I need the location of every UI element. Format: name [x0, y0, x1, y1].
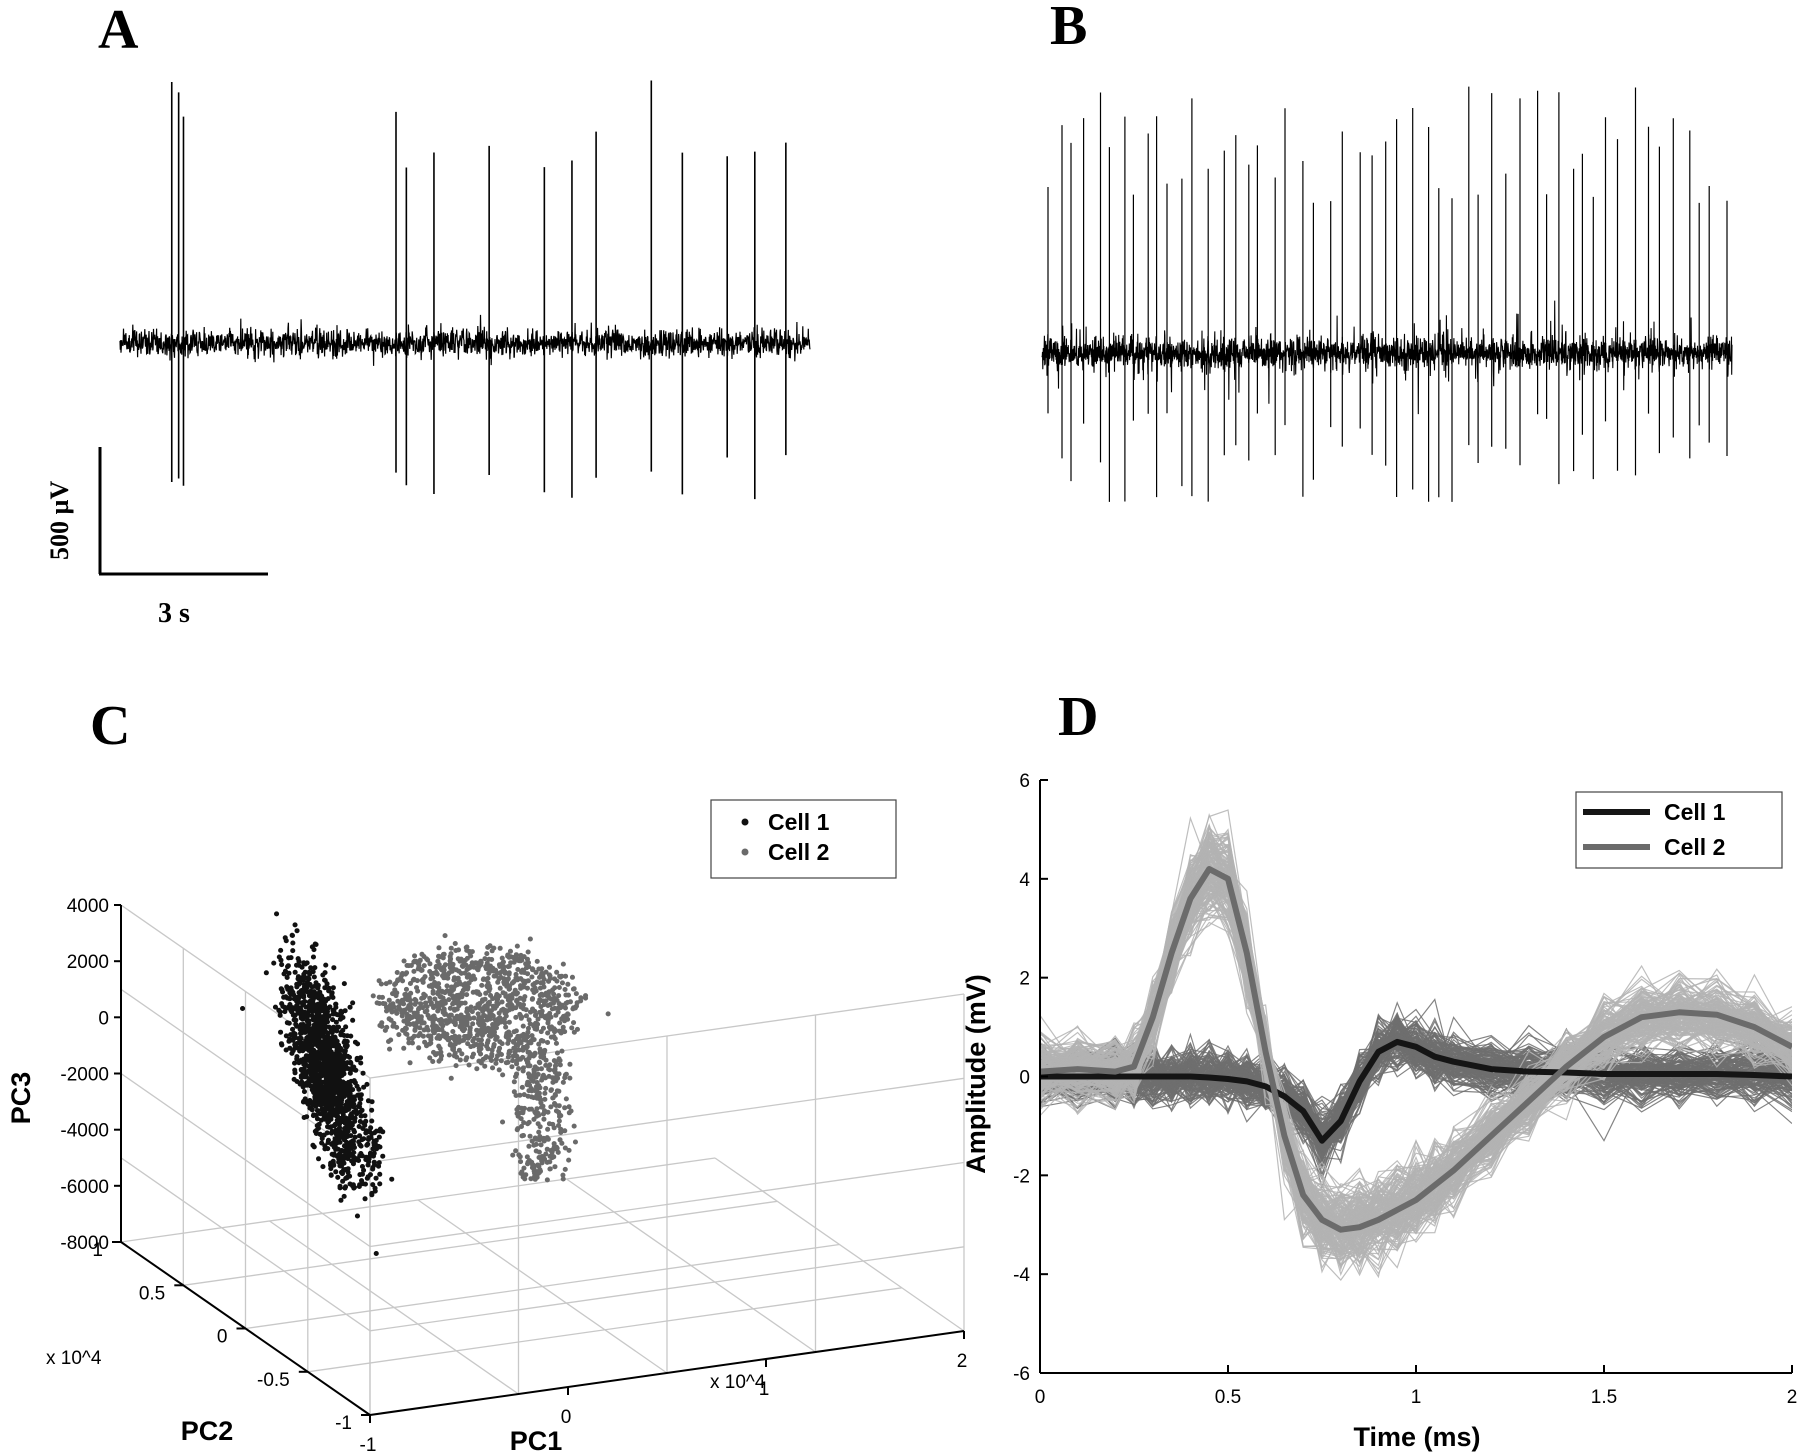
cell-2-points — [370, 933, 611, 1183]
pc2-tick-label: 1 — [92, 1240, 103, 1261]
cell-2-trace — [1040, 899, 1792, 1221]
pc2-tick-label: -1 — [335, 1413, 352, 1434]
panel-b-trace — [1041, 86, 1733, 502]
pc1-axis — [369, 1330, 965, 1416]
pc1-tick-label: 1 — [759, 1379, 770, 1400]
grid-line — [369, 1161, 965, 1248]
cell-2-mean — [1040, 866, 1792, 1233]
legend-marker — [741, 848, 749, 856]
y-tick-label: 2 — [1019, 969, 1030, 990]
cell-1-trace — [1040, 1042, 1792, 1135]
panel-label-b: B — [1050, 0, 1087, 57]
pc2-tick-label: 0.5 — [139, 1283, 165, 1304]
pc2-axis-label: PC2 — [181, 1416, 234, 1446]
legend-d: Cell 1 Cell 2 — [1575, 791, 1783, 869]
y-tick-label: -4 — [1013, 1265, 1030, 1286]
pc3-tick-label: -6000 — [60, 1177, 109, 1198]
grid-line — [245, 1243, 840, 1330]
legend-c: Cell 1 Cell 2 — [710, 799, 897, 879]
pc3-tick-label: 4000 — [67, 896, 109, 917]
cell-1-trace — [1040, 1028, 1792, 1143]
panel-label-a: A — [98, 0, 139, 61]
pc3-axis-label: PC3 — [6, 1072, 36, 1125]
cell-2-trace — [1040, 855, 1792, 1229]
x-tick-label: 0 — [1035, 1387, 1046, 1408]
y-tick-label: 0 — [1019, 1068, 1030, 1089]
cell-1-points — [240, 911, 395, 1256]
panel-label-d: D — [1058, 686, 1098, 748]
pc2-multiplier: x 10^4 — [46, 1348, 102, 1369]
pc2-tick-label: -0.5 — [257, 1370, 290, 1391]
legend-entry: Cell 1 — [768, 809, 830, 835]
pc3-tick-label: -4000 — [60, 1121, 109, 1142]
legend-entry: Cell 2 — [768, 839, 829, 865]
x-tick-label: 0.5 — [1215, 1387, 1241, 1408]
grid-line — [566, 1178, 816, 1353]
grid-line — [714, 1157, 965, 1332]
y-tick-label: 6 — [1019, 771, 1030, 792]
pc1-multiplier: x 10^4 — [710, 1372, 766, 1393]
cell-1-mean — [1040, 1038, 1792, 1144]
x-tick-label: 1.5 — [1591, 1387, 1617, 1408]
trace-noise-b — [1041, 300, 1733, 415]
x-tick-label: 1 — [1411, 1387, 1422, 1408]
y-tick-label: -2 — [1013, 1166, 1030, 1187]
pc3-tick-label: 0 — [98, 1008, 109, 1029]
cell-2-trace — [1040, 853, 1792, 1241]
waveform-plot-area — [1040, 809, 1792, 1281]
pc3-tick-label: -2000 — [60, 1065, 109, 1086]
pc1-tick-label: 2 — [957, 1351, 968, 1372]
x-axis-label: Time (ms) — [1353, 1422, 1480, 1452]
grid-line — [307, 1287, 902, 1373]
x-tick-label: 2 — [1787, 1387, 1798, 1408]
panel-a-trace — [119, 80, 811, 500]
y-axis-label: Amplitude (mV) — [961, 974, 991, 1174]
panel-c-3d-scatter: 400020000-2000-4000-6000-800010.50-0.5-1… — [6, 799, 968, 1455]
pc2-tick-label: 0 — [217, 1327, 228, 1348]
pc3-tick-label: -8000 — [60, 1233, 109, 1254]
pc3-tick-label: 2000 — [67, 952, 109, 973]
scale-bar: 500 µV 3 s — [45, 447, 268, 629]
cell-2-trace — [1040, 843, 1792, 1248]
legend-entry: Cell 1 — [1664, 799, 1726, 825]
trace-noise-a — [119, 314, 811, 366]
panel-label-c: C — [90, 695, 130, 757]
legend-entry: Cell 2 — [1664, 834, 1725, 860]
pc1-tick-label: 0 — [561, 1407, 572, 1428]
cell-1-trace — [1040, 1040, 1792, 1127]
legend-marker — [741, 818, 749, 826]
y-tick-label: -6 — [1013, 1364, 1030, 1385]
pc1-tick-label: -1 — [360, 1435, 377, 1455]
grid-line — [120, 1072, 371, 1248]
scale-bar-vertical-label: 500 µV — [45, 481, 74, 560]
scale-bar-horizontal-label: 3 s — [158, 598, 190, 629]
grid-line — [369, 1077, 965, 1163]
pc1-axis-label: PC1 — [510, 1426, 563, 1455]
y-tick-label: 4 — [1019, 870, 1030, 891]
